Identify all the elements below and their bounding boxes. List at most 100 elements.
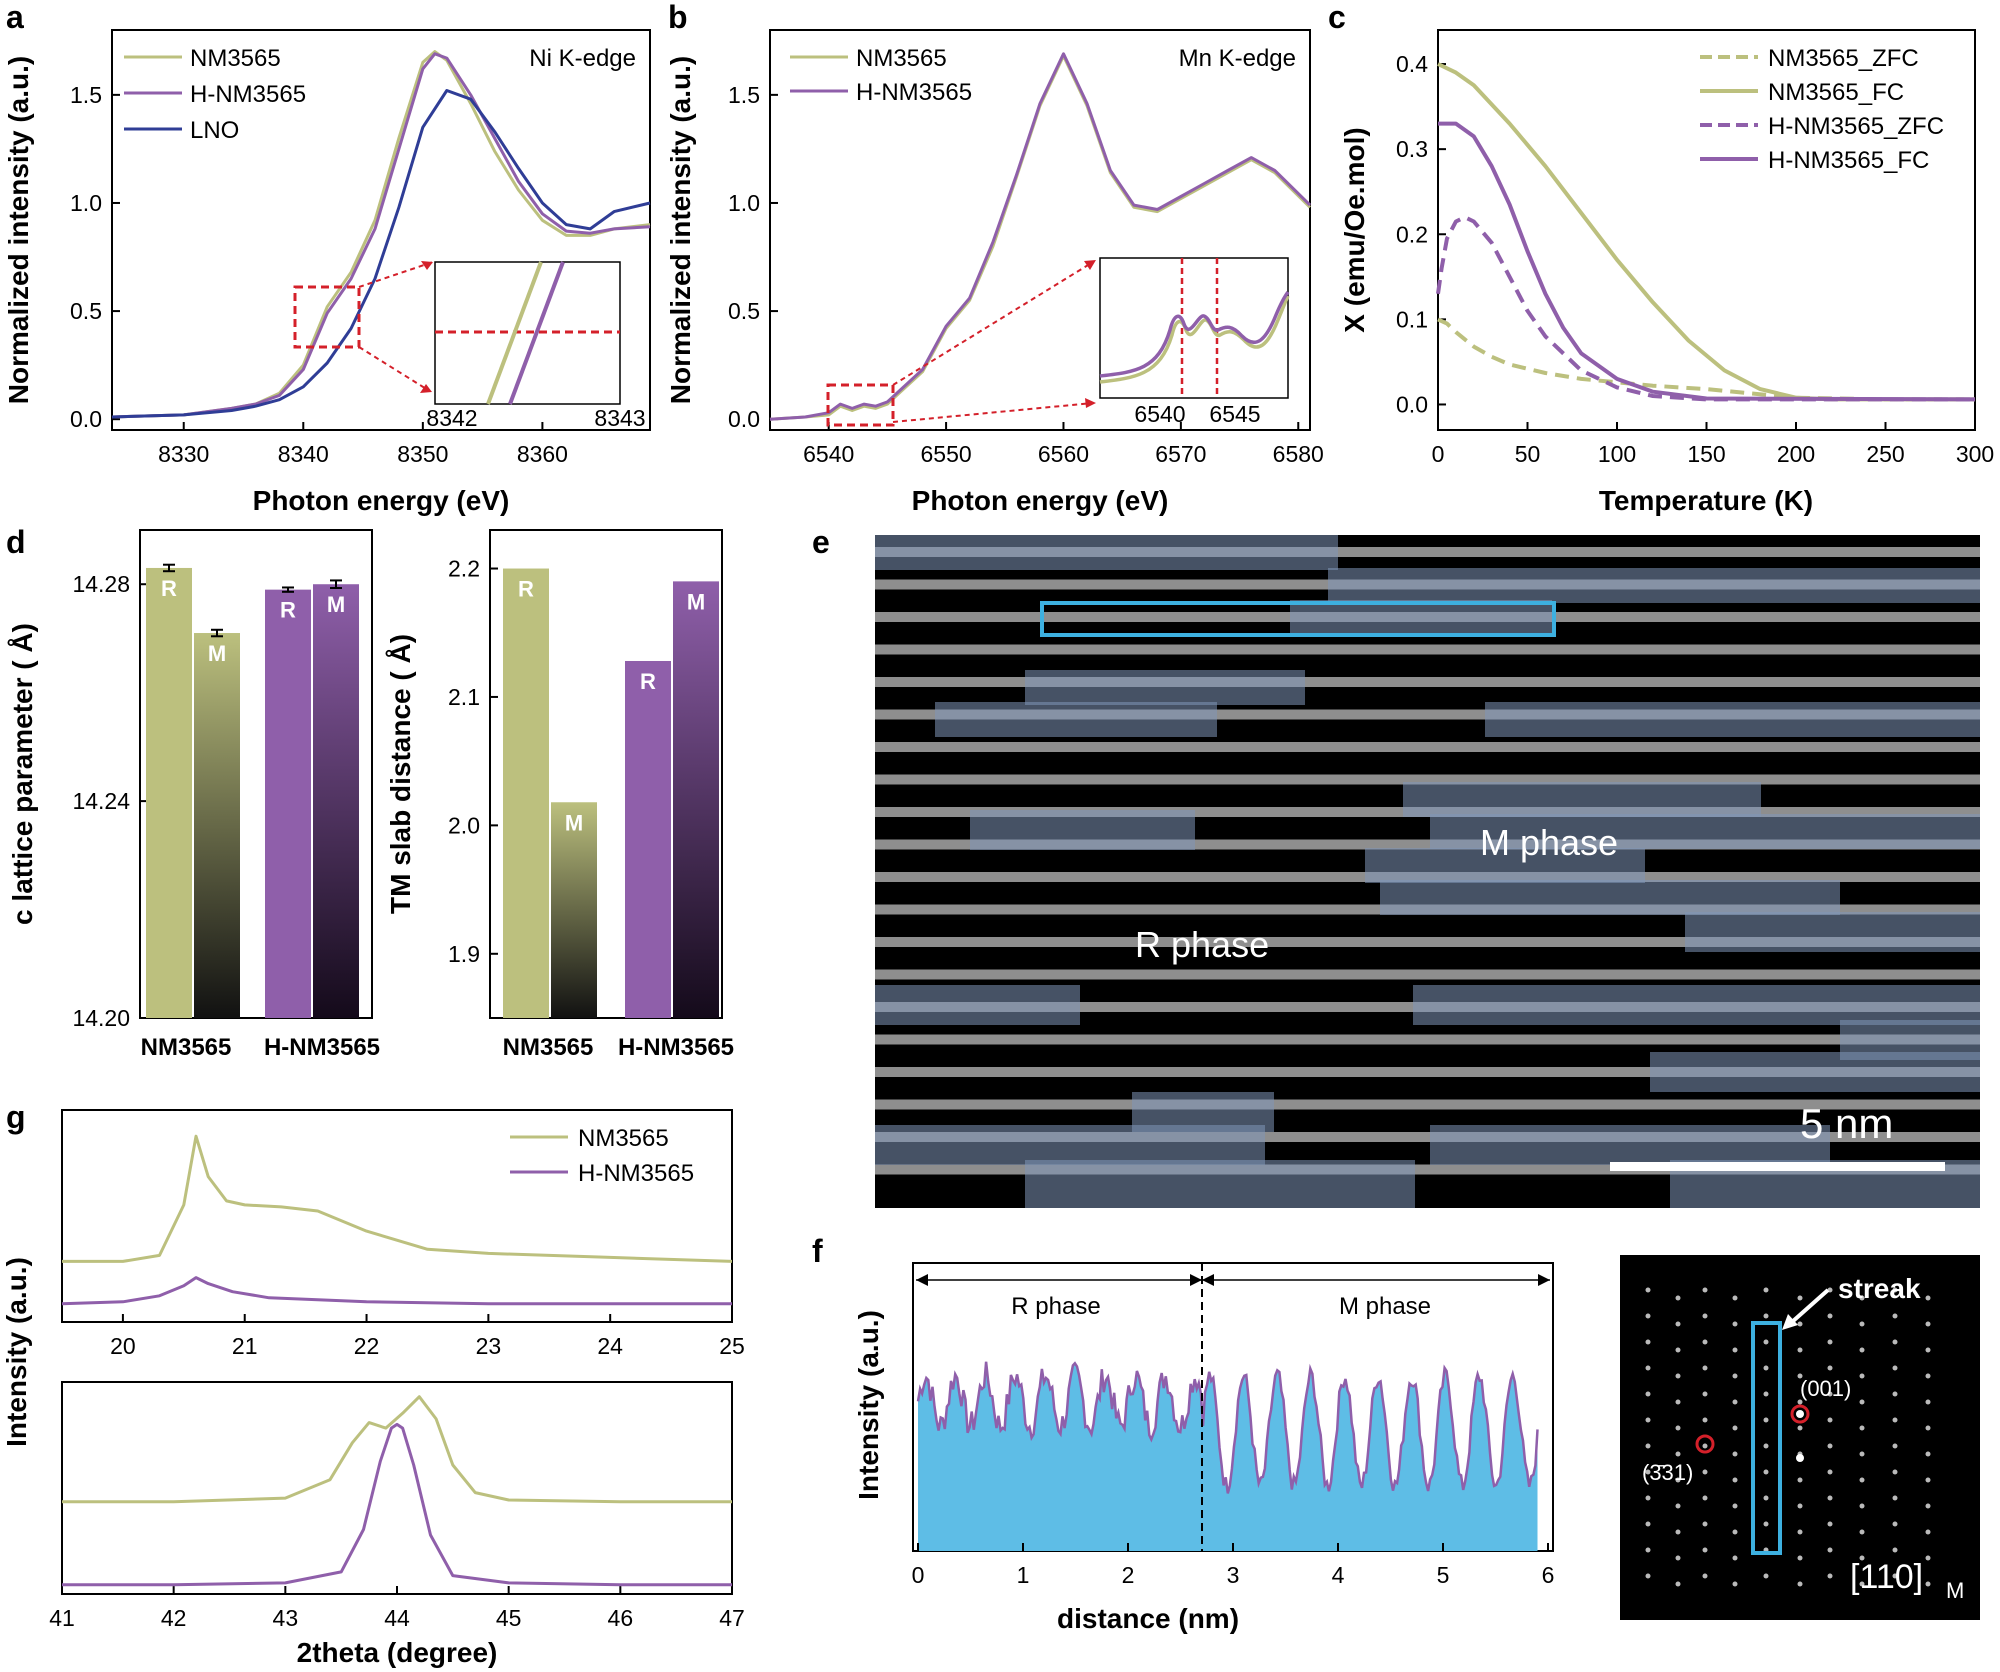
arrow-head: [1202, 1274, 1214, 1286]
y-tick-label: 0.5: [70, 298, 102, 324]
atomic-row: [875, 677, 1980, 687]
x-tick-label: 45: [496, 1605, 522, 1631]
x-tick-label: 24: [597, 1333, 623, 1359]
series-line-nm3565_zfc: [1437, 317, 1975, 402]
arrow-head: [421, 261, 433, 270]
fft-spot: [1859, 1321, 1865, 1327]
fft-spot: [1827, 1547, 1833, 1553]
inset-line-h-nm3565: [1099, 290, 1290, 378]
x-tick-label: 44: [384, 1605, 410, 1631]
panel-letter-b: b: [668, 0, 688, 35]
x-tick-label: 8340: [278, 441, 329, 467]
fft-spot: [1702, 1469, 1708, 1475]
y-axis-label: X (emu/Oe.mol): [1339, 127, 1370, 332]
x-tick-label: 6560: [1038, 441, 1089, 467]
fft-spot: [1797, 1555, 1803, 1561]
y-tick-label: 0.0: [728, 406, 760, 432]
m-phase-region: [1365, 848, 1645, 883]
fft-spot: [1892, 1469, 1898, 1475]
fft-pattern: streak (001) (3̄31) [110] M: [1620, 1255, 1980, 1620]
data-lines: [62, 1395, 732, 1587]
zoom-connector: [358, 346, 429, 391]
x-category-label: NM3565: [503, 1034, 594, 1061]
zoom-connector: [358, 261, 434, 288]
bar-nm3565-m: [194, 633, 240, 1018]
inset-line-nm3565: [486, 261, 543, 405]
y-tick-label: 14.24: [72, 788, 130, 814]
series-line-h-nm3565: [769, 52, 1312, 421]
y-tick-label: 1.0: [728, 190, 760, 216]
fft-spot: [1732, 1581, 1738, 1587]
arrow-head: [420, 384, 432, 393]
fft-spot: [1859, 1347, 1865, 1353]
m-phase-region: [1430, 814, 1980, 849]
fft-spot: [1925, 1295, 1931, 1301]
legend-label: H-NM3565: [578, 1160, 694, 1187]
fft-spot: [1827, 1495, 1833, 1501]
x-tick-label: 20: [110, 1333, 136, 1359]
fft-spot: [1797, 1347, 1803, 1353]
y-tick-label: 0.4: [1396, 51, 1428, 77]
fft-spot: [1675, 1321, 1681, 1327]
atomic-row: [875, 839, 1980, 850]
plot-frame-bottom: [61, 1381, 733, 1595]
fft-spot: [1925, 1555, 1931, 1561]
x-tick-label: 0: [1432, 441, 1445, 467]
x-tick-label: 42: [161, 1605, 187, 1631]
fft-spot: [1925, 1451, 1931, 1457]
y-axis-label: Normalized intensity (a.u.): [3, 56, 34, 405]
bar-nm3565-m: [551, 802, 597, 1018]
fft-spot: [1645, 1365, 1651, 1371]
bar-label: M: [327, 592, 345, 617]
bar-label: M: [208, 641, 226, 666]
plot-frame-top: [61, 1109, 733, 1323]
y-axis-label: Intensity (a.u.): [853, 1310, 884, 1500]
fft-spot: [1645, 1339, 1651, 1345]
streak-label: streak: [1838, 1273, 1921, 1304]
x-tick-label: 8360: [517, 441, 568, 467]
fft-spot: [1827, 1417, 1833, 1423]
y-tick-label: 0.0: [1396, 391, 1428, 417]
inset-plot: 8342 8343: [426, 261, 646, 431]
fft-spot: [1827, 1365, 1833, 1371]
fft-spot: [1675, 1451, 1681, 1457]
fft-spot: [1925, 1321, 1931, 1327]
fft-spot: [1702, 1495, 1708, 1501]
zoom-connector: [892, 261, 1094, 386]
fft-spot: [1892, 1521, 1898, 1527]
axis-ticks: 6540 6550 6560 6570 6580 0.0 0.5 1.0 1.5: [728, 82, 1324, 467]
fft-spot: [1732, 1555, 1738, 1561]
axis-ticks: 8330 8340 8350 8360 0.0 0.5 1.0 1.5: [70, 82, 568, 467]
fft-spot: [1892, 1365, 1898, 1371]
annotation-ni-k-edge: Ni K-edge: [529, 45, 636, 72]
data-lines: [61, 1134, 733, 1306]
x-tick-label: 43: [273, 1605, 299, 1631]
fft-spot: [1702, 1339, 1708, 1345]
arrow-head: [916, 1274, 928, 1286]
atomic-row: [875, 1034, 1980, 1045]
spot-marker-001: [1790, 1404, 1810, 1424]
y-tick-label: 1.9: [448, 941, 480, 967]
x-tick-label: 22: [354, 1333, 380, 1359]
m-phase-region: [1685, 912, 1980, 952]
bar-nm3565-r: [503, 568, 549, 1018]
fft-spot: [1763, 1313, 1769, 1319]
m-phase-region: [1430, 1125, 1830, 1165]
fft-spot: [1797, 1295, 1803, 1301]
series-line-nm3565: [62, 1395, 732, 1504]
x-axis-label: Photon energy (eV): [253, 485, 510, 516]
series-line-h-nm3565_zfc: [1436, 215, 1975, 402]
fft-spot: [1675, 1425, 1681, 1431]
fft-spot: [1645, 1443, 1651, 1449]
fft-spot: [1702, 1443, 1708, 1449]
fft-spot: [1925, 1529, 1931, 1535]
panel-a: a 8330 8340 8350 8360 0.0 0.5 1.0 1.5 Photon en…: [3, 0, 651, 516]
atomic-row: [875, 1132, 1980, 1142]
bars: R M R M: [146, 563, 359, 1018]
fft-spot: [1645, 1391, 1651, 1397]
panel-d: d 14.20 14.24 14.28 R M R M c lattice paramet…: [6, 524, 734, 1061]
atomic-row: [875, 547, 1980, 557]
legend-label: H-NM3565_FC: [1768, 147, 1929, 174]
